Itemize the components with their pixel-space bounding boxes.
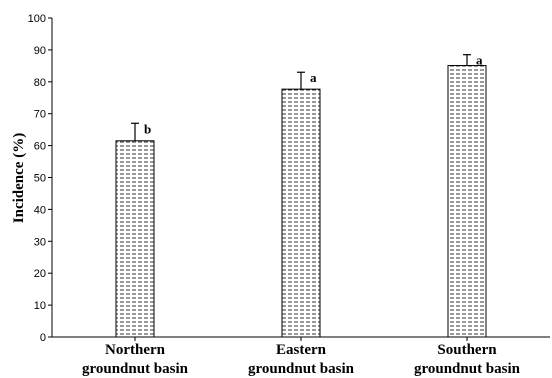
- y-tick-label-10: 10: [34, 300, 46, 312]
- x-tick-label-1-line1: Northern: [105, 342, 166, 358]
- y-axis-label: Incidence (%): [11, 133, 27, 223]
- x-tick-label-2-line1: Eastern: [276, 342, 327, 358]
- bar-3: [447, 65, 487, 338]
- y-tick-label-0: 0: [40, 332, 46, 344]
- significance-letter-2: a: [310, 70, 317, 85]
- y-tick-label-100: 100: [28, 13, 46, 25]
- y-tick-label-60: 60: [34, 141, 46, 153]
- x-tick-label-3-line1: Southern: [437, 342, 497, 358]
- y-tick-label-70: 70: [34, 109, 46, 121]
- x-tick-label-1-line2: groundnut basin: [82, 361, 189, 377]
- x-tick-label-2-line2: groundnut basin: [248, 361, 355, 377]
- x-tick-label-3-line2: groundnut basin: [414, 361, 521, 377]
- y-tick-label-30: 30: [34, 236, 46, 248]
- y-tick-label-20: 20: [34, 268, 46, 280]
- significance-letter-3: a: [476, 53, 483, 68]
- y-tick-label-50: 50: [34, 173, 46, 185]
- bars: b a a: [115, 53, 487, 338]
- bar-1: [115, 140, 155, 338]
- y-tick-label-40: 40: [34, 204, 46, 216]
- significance-letter-1: b: [144, 121, 151, 136]
- bar-2: [281, 88, 321, 338]
- x-tick-labels: Northern groundnut basin Eastern groundnut …: [82, 342, 521, 377]
- y-tick-label-90: 90: [34, 45, 46, 57]
- y-tick-label-80: 80: [34, 77, 46, 89]
